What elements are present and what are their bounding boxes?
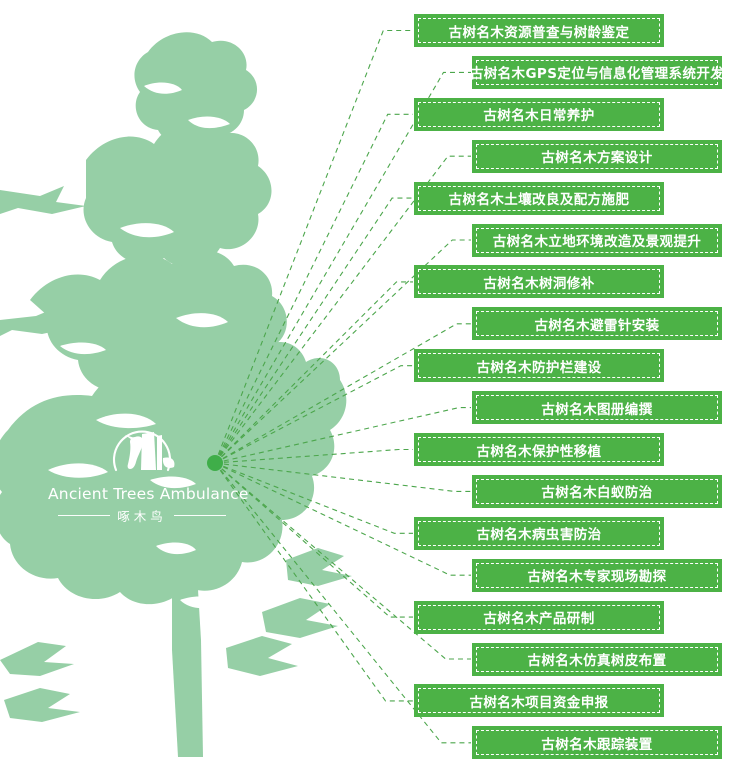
- service-item-label: 古树名木专家现场勘探: [527, 569, 667, 586]
- service-item-label: 古树名木仿真树皮布置: [527, 653, 667, 669]
- hub-node: [207, 455, 223, 471]
- service-item-1[interactable]: 古树名木资源普查与树龄鉴定: [414, 14, 664, 47]
- service-item-16[interactable]: 古树名木仿真树皮布置: [472, 642, 722, 676]
- service-item-11[interactable]: 古树名木保护性移植: [414, 433, 664, 466]
- service-item-label: 古树名木项目资金申报: [469, 694, 609, 711]
- service-item-6[interactable]: 古树名木立地环境改造及景观提升: [472, 223, 722, 257]
- service-item-label: 古树名木白蚁防治: [541, 485, 653, 502]
- service-item-label: 古树名木跟踪装置: [541, 736, 653, 753]
- service-item-label: 古树名木日常养护: [483, 108, 595, 125]
- service-item-4[interactable]: 古树名木方案设计: [472, 139, 722, 173]
- service-item-label: 古树名木保护性移植: [476, 443, 602, 460]
- service-item-label: 古树名木避雷针安装: [534, 317, 660, 334]
- service-item-2[interactable]: 古树名木GPS定位与信息化管理系统开发: [469, 55, 725, 89]
- service-item-label: 古树名木资源普查与树龄鉴定: [448, 24, 630, 41]
- service-item-label: 古树名木产品研制: [483, 611, 595, 628]
- service-item-10[interactable]: 古树名木图册编撰: [472, 391, 722, 425]
- service-item-14[interactable]: 古树名木专家现场勘探: [472, 558, 722, 592]
- service-item-label: 古树名木GPS定位与信息化管理系统开发: [469, 66, 725, 83]
- service-item-7[interactable]: 古树名木树洞修补: [414, 265, 664, 299]
- service-item-label: 古树名木防护栏建设: [476, 359, 602, 376]
- service-item-label: 古树名木土壤改良及配方施肥: [448, 192, 630, 209]
- service-item-5[interactable]: 古树名木土壤改良及配方施肥: [414, 181, 664, 215]
- service-item-9[interactable]: 古树名木防护栏建设: [414, 349, 664, 383]
- service-item-label: 古树名木树洞修补: [483, 275, 595, 292]
- service-item-label: 古树名木方案设计: [541, 150, 653, 167]
- service-item-13[interactable]: 古树名木病虫害防治: [414, 516, 664, 550]
- service-item-label: 古树名木病虫害防治: [476, 527, 602, 544]
- service-item-8[interactable]: 古树名木避雷针安装: [472, 307, 722, 341]
- service-item-15[interactable]: 古树名木产品研制: [414, 600, 664, 634]
- service-item-12[interactable]: 古树名木白蚁防治: [472, 474, 722, 508]
- service-item-label: 古树名木立地环境改造及景观提升: [492, 234, 702, 250]
- service-item-label: 古树名木图册编撰: [541, 401, 653, 418]
- service-item-17[interactable]: 古树名木项目资金申报: [414, 684, 664, 718]
- service-item-3[interactable]: 古树名木日常养护: [414, 97, 664, 131]
- service-item-18[interactable]: 古树名木跟踪装置: [472, 726, 722, 759]
